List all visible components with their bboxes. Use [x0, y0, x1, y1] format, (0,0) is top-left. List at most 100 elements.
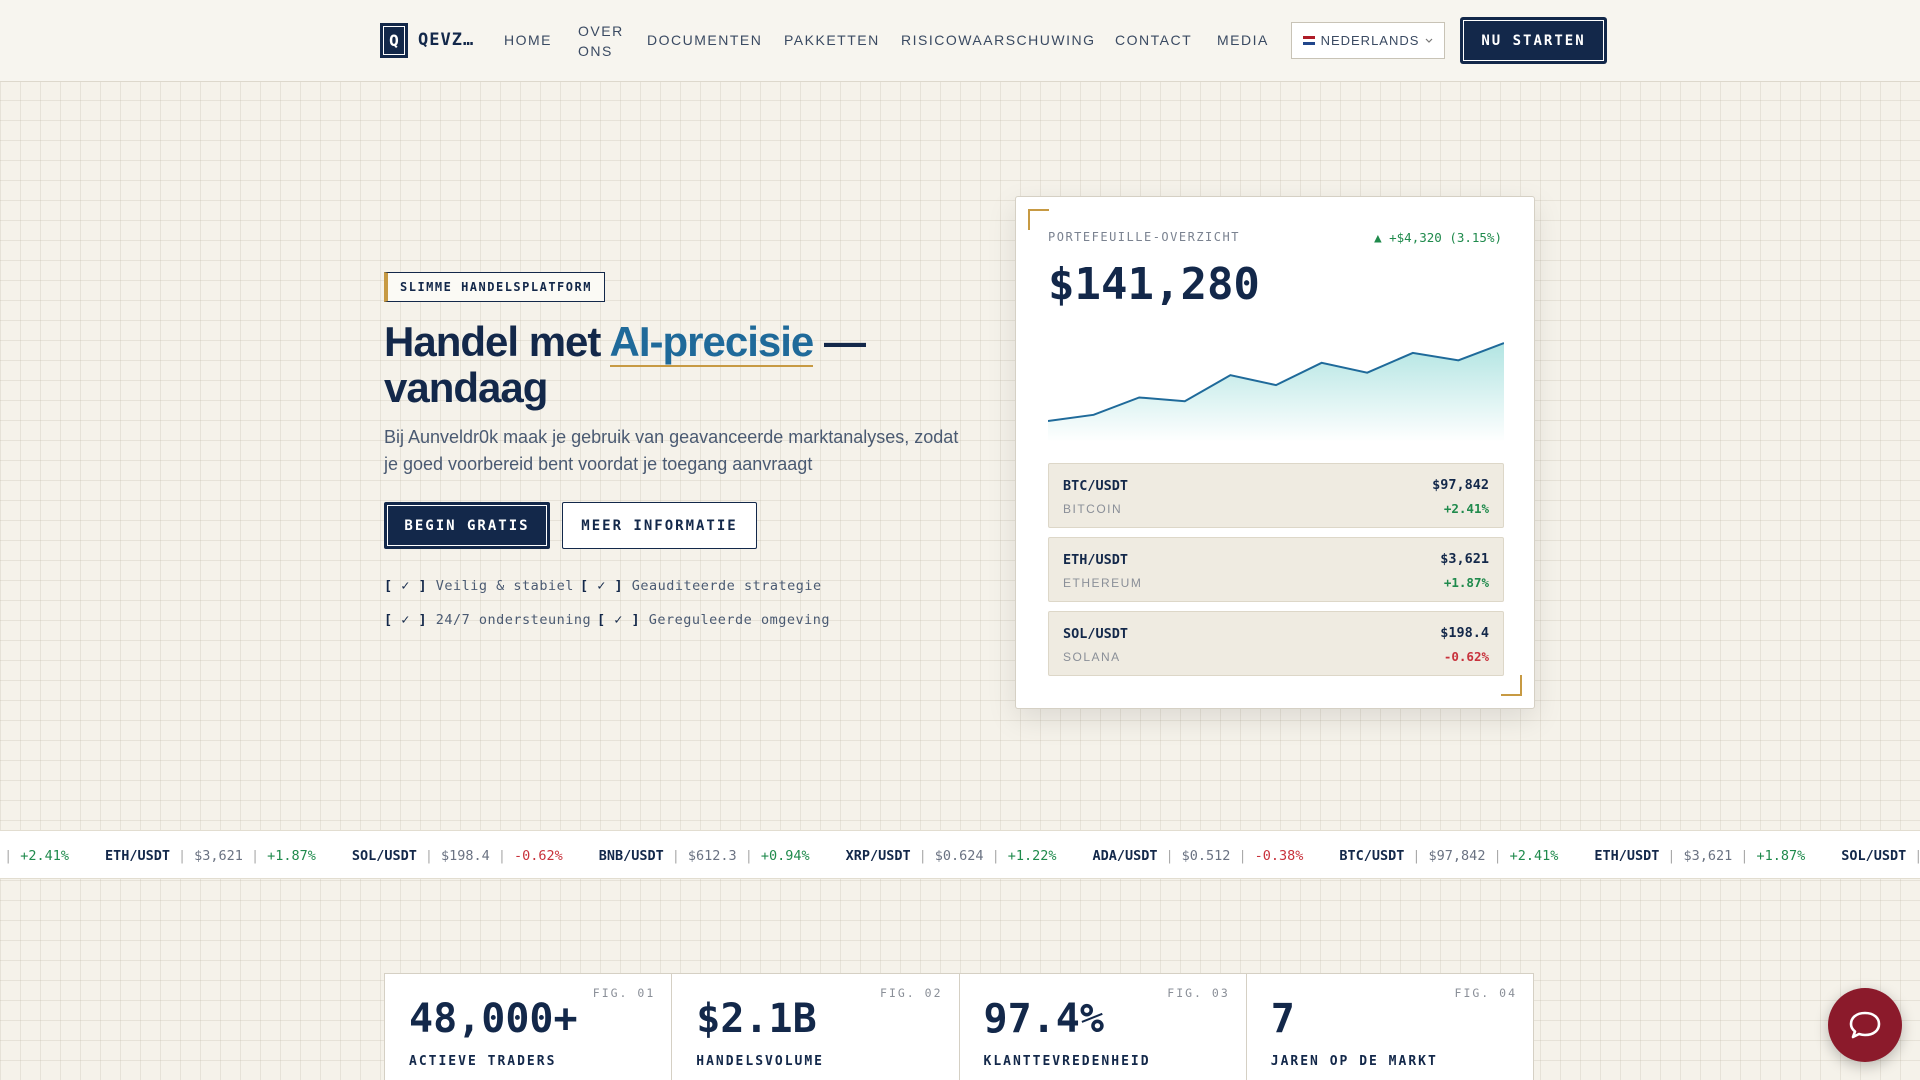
ticker-item: SOL/USDT | $198.4 | -0.62% [352, 848, 563, 864]
feature: [ ✓ ] 24/7 ondersteuning [384, 612, 591, 628]
brand[interactable]: QEVZ… [418, 30, 475, 50]
hero-description: Bij Aunveldr0k maak je gebruik van geava… [384, 427, 959, 474]
stat: FIG. 04 7 JAREN OP DE MARKT [1247, 974, 1533, 1080]
ticker-change: -0.38% [1254, 847, 1304, 864]
ticker-price: $97,842 [1428, 847, 1486, 864]
nav-link[interactable]: PAKKETTEN [784, 32, 880, 48]
asset-price: $3,621 [1440, 551, 1489, 567]
ticker-separator: | [1238, 847, 1247, 864]
ticker-separator: | [671, 847, 680, 864]
card-label: PORTEFEUILLE-OVERZICHT [1048, 230, 1240, 244]
ticker-separator: | [424, 847, 434, 864]
stat-label: KLANTTEVREDENHEID [983, 1054, 1151, 1069]
chevron [1425, 38, 1433, 43]
stat-fig: FIG. 01 [592, 986, 656, 1000]
asset-pair: ETH/USDT [1063, 552, 1129, 568]
ticker-pair: ETH/USDT [1594, 847, 1660, 864]
ticker-pair: BNB/USDT [598, 847, 664, 864]
ticker-separator: | [250, 847, 260, 864]
feature: [ ✓ ] Gereguleerde omgeving [597, 612, 830, 628]
hero-title: vandaag [384, 364, 548, 411]
cta-button[interactable]: NU STARTEN [1460, 17, 1607, 64]
ticker-item: BTC/USDT|$97,842|+2.41% [0, 848, 69, 864]
area [1048, 343, 1504, 442]
feature: [ ✓ ] Geauditeerde strategie [580, 578, 822, 594]
ticker-separator: | [1412, 847, 1421, 864]
primary-button[interactable]: BEGIN GRATIS [384, 502, 550, 549]
ticker: BTC/USDT | $97,842 | +2.41% ETH/USDT | $3,621 | +… [0, 830, 1920, 879]
ticker-separator: | [178, 847, 187, 864]
ticker-separator: | [1165, 847, 1174, 864]
ticker-change: +0.94% [760, 847, 810, 864]
ticker-item: BNB/USDT | $612.3 | +0.94% [599, 848, 810, 864]
ticker-separator: | [1493, 847, 1502, 864]
ticker-separator: | [991, 847, 1000, 864]
stat-fig: FIG. 03 [1167, 986, 1230, 1000]
stat: FIG. 03 97.4% KLANTTEVREDENHEID [960, 974, 1247, 1080]
ticker-change: +2.41% [1509, 847, 1559, 864]
feature: [ ✓ ] Veilig & stabiel [384, 578, 574, 594]
ticker-pair: BTC/USDT [1339, 847, 1405, 864]
stat-fig: FIG. 02 [880, 986, 943, 1000]
ticker-price: $198.4 [441, 847, 490, 864]
card-change: ▲ +$4,320 (3.15%) [1374, 230, 1502, 245]
feature-text: Geauditeerde strategie [631, 578, 822, 594]
ticker-price: $0.624 [934, 847, 984, 864]
stat-label: HANDELSVOLUME [696, 1054, 824, 1069]
ticker-pair: SOL/USDT [351, 847, 417, 864]
check: [ ✓ ] [580, 578, 624, 594]
stat-value: $2.1B [696, 996, 817, 1042]
line [1048, 342, 1504, 422]
asset-pair: SOL/USDT [1063, 626, 1129, 642]
ticker-price: $0.512 [1181, 847, 1231, 864]
chat-icon [1849, 1011, 1881, 1039]
check: [ ✓ ] [384, 578, 428, 594]
ticker-item: XRP/USDT | $0.624 | +1.22% [846, 848, 1057, 864]
ticker-change: -0.62% [513, 847, 563, 864]
navbar: Q QEVZ… HOME OVER ONS DOCUMENTEN PAKKETT… [0, 0, 1920, 82]
nav-link[interactable]: MEDIA [1217, 32, 1269, 48]
nav-link[interactable]: OVER ONS [578, 23, 624, 59]
ticker-separator: | [1914, 848, 1920, 864]
asset-row: ETH/USDT ETHEREUM $3,621 +1.87% [1048, 537, 1504, 602]
asset-row: BTC/USDT BITCOIN $97,842 +2.41% [1048, 463, 1504, 528]
ticker-separator: | [497, 847, 506, 864]
language-select[interactable]: NEDERLANDS [1291, 22, 1445, 59]
badge: SLIMME HANDELSPLATFORM [384, 272, 605, 302]
asset-change: +2.41% [1443, 501, 1489, 516]
stat-label: ACTIEVE TRADERS [409, 1054, 557, 1069]
ticker-pair: ETH/USDT [105, 847, 171, 864]
asset-change: +1.87% [1443, 575, 1489, 590]
ticker-separator: | [744, 847, 753, 864]
nav-link[interactable]: RISICOWAARSCHUWING [901, 32, 1096, 48]
logo[interactable]: Q [380, 23, 408, 58]
feature-text: 24/7 ondersteuning [435, 612, 592, 628]
feature-text: Veilig & stabiel [435, 578, 574, 594]
ticker-price: $3,621 [194, 847, 243, 864]
stat-value: 48,000+ [409, 996, 578, 1042]
nav-link[interactable]: CONTACT [1115, 32, 1193, 48]
language-label: NEDERLANDS [1320, 33, 1420, 48]
ticker-item: ADA/USDT | $0.512 | -0.38% [1093, 848, 1304, 864]
asset-row: SOL/USDT SOLANA $198.4 -0.62% [1048, 611, 1504, 676]
stat-fig: FIG. 04 [1454, 986, 1517, 1000]
asset-price: $198.4 [1440, 625, 1489, 641]
secondary-button[interactable]: MEER INFORMATIE [562, 502, 757, 549]
ticker-item: SOL/USDT|$198.4|-0.62% [1841, 848, 1920, 864]
asset-pair: BTC/USDT [1063, 478, 1129, 494]
chat-button[interactable] [1828, 988, 1902, 1062]
ticker-price: $3,621 [1683, 847, 1733, 864]
ticker-pair: ADA/USDT [1092, 847, 1158, 864]
corner [1028, 209, 1049, 230]
hero-title: Handel met AI-precisie — [384, 318, 866, 367]
nav-link[interactable]: DOCUMENTEN [647, 32, 763, 48]
nav-link[interactable]: HOME [504, 32, 552, 48]
ticker-item: ETH/USDT | $3,621 | +1.87% [105, 848, 316, 864]
ticker-row: BTC/USDT | $97,842 | +2.41% ETH/USDT | $3,621 | +… [0, 831, 1920, 878]
card-total: $141,280 [1048, 259, 1260, 310]
ticker-item: BTC/USDT | $97,842 | +2.41% [1339, 848, 1558, 864]
ticker-change: +1.87% [267, 847, 316, 864]
asset-name: SOLANA [1063, 650, 1121, 664]
title-text: — [823, 318, 866, 365]
feature-text: Gereguleerde omgeving [648, 612, 830, 628]
